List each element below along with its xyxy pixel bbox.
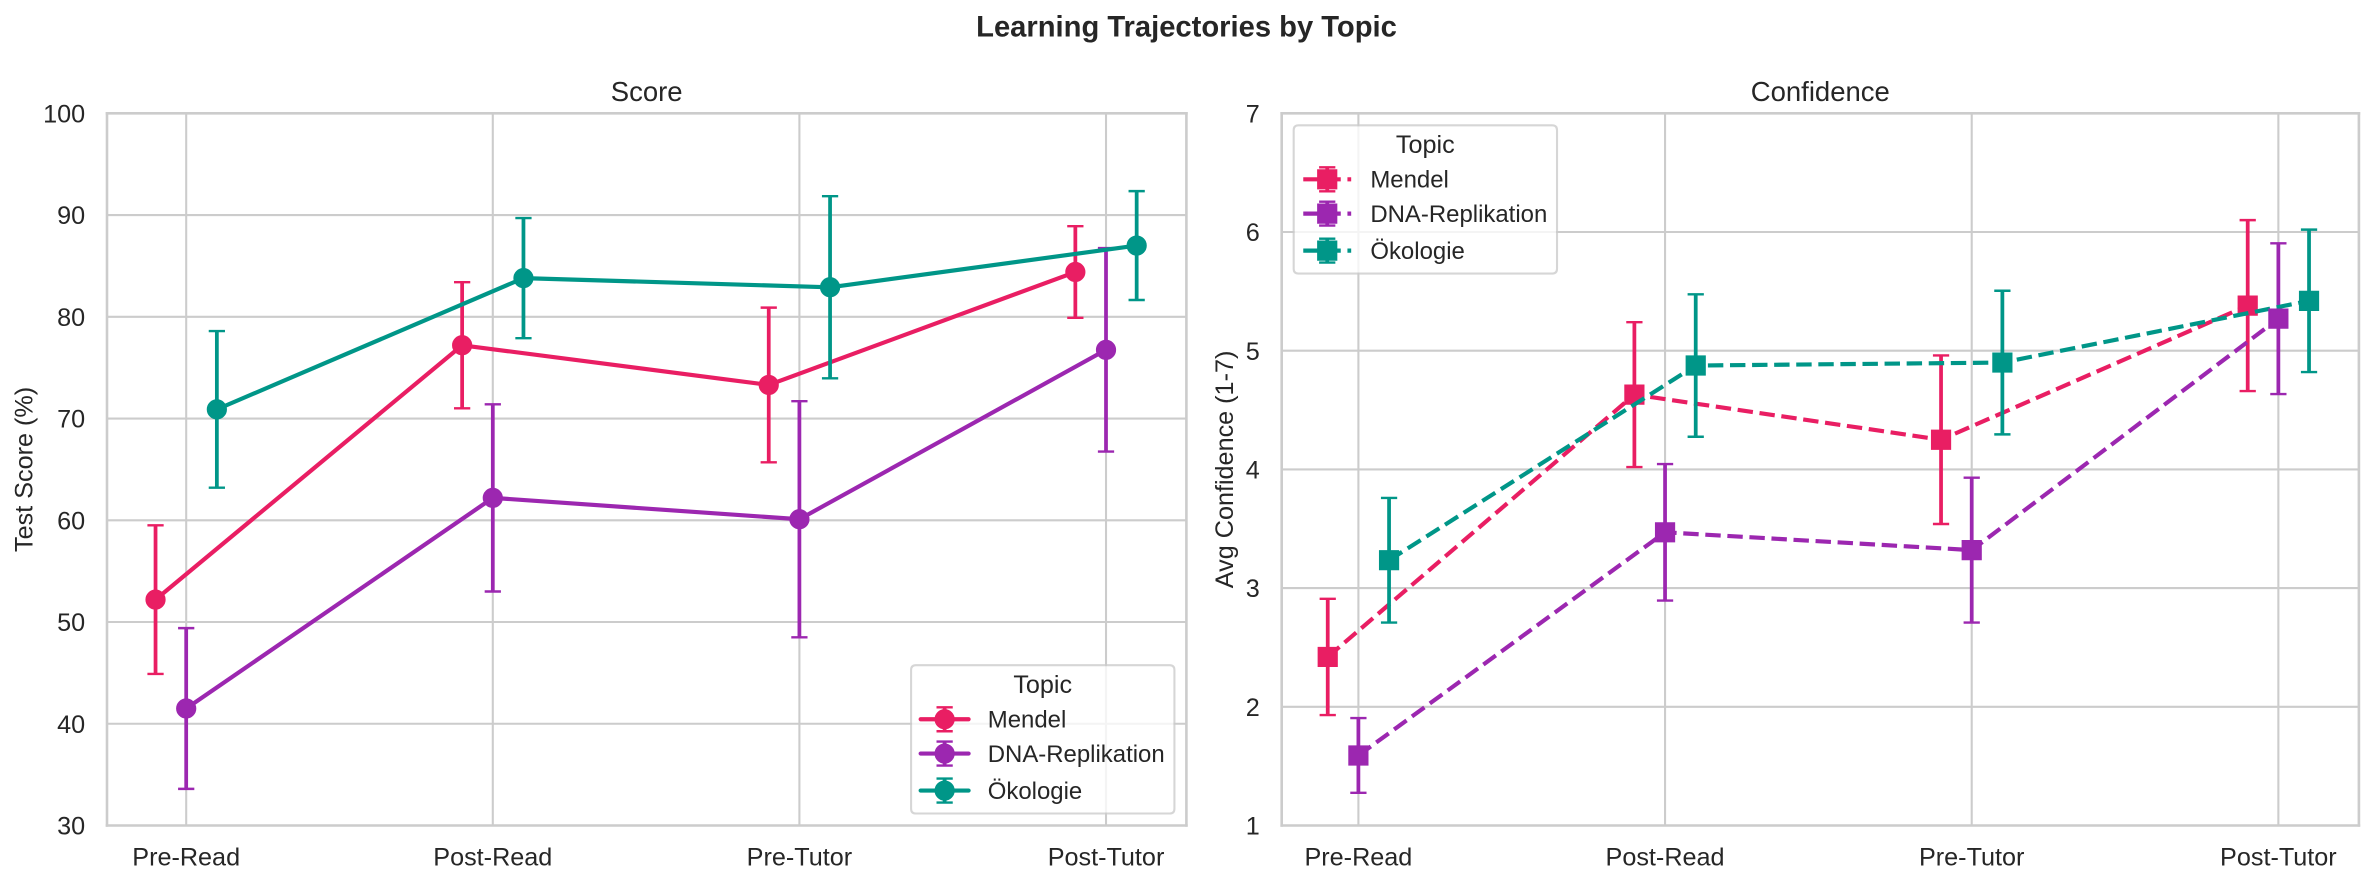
- svg-text:DNA-Replikation: DNA-Replikation: [988, 741, 1165, 768]
- svg-text:Confidence: Confidence: [1751, 76, 1890, 107]
- svg-text:Pre-Read: Pre-Read: [1304, 844, 1412, 872]
- svg-text:6: 6: [1246, 219, 1260, 247]
- svg-text:Post-Read: Post-Read: [1606, 844, 1725, 872]
- svg-text:1: 1: [1246, 813, 1260, 841]
- svg-text:DNA-Replikation: DNA-Replikation: [1370, 201, 1547, 228]
- svg-text:80: 80: [57, 304, 85, 332]
- svg-text:Pre-Read: Pre-Read: [132, 844, 240, 872]
- svg-text:Topic: Topic: [1396, 131, 1455, 159]
- svg-text:100: 100: [43, 100, 85, 128]
- svg-text:Ökologie: Ökologie: [988, 778, 1082, 805]
- svg-text:Pre-Tutor: Pre-Tutor: [1919, 844, 2024, 872]
- svg-text:4: 4: [1246, 457, 1260, 485]
- svg-text:40: 40: [57, 711, 85, 739]
- svg-text:Mendel: Mendel: [1370, 167, 1449, 194]
- svg-text:Topic: Topic: [1013, 671, 1072, 699]
- svg-text:Score: Score: [611, 76, 683, 107]
- svg-text:Pre-Tutor: Pre-Tutor: [747, 844, 852, 872]
- svg-text:2: 2: [1246, 694, 1260, 722]
- svg-text:Post-Tutor: Post-Tutor: [2220, 844, 2337, 872]
- svg-text:Mendel: Mendel: [988, 707, 1067, 734]
- svg-text:Avg Confidence (1-7): Avg Confidence (1-7): [1211, 351, 1239, 589]
- svg-text:Ökologie: Ökologie: [1370, 238, 1464, 265]
- svg-text:60: 60: [57, 507, 85, 535]
- svg-text:70: 70: [57, 406, 85, 434]
- svg-text:Post-Tutor: Post-Tutor: [1048, 844, 1165, 872]
- svg-text:30: 30: [57, 813, 85, 841]
- svg-text:3: 3: [1246, 575, 1260, 603]
- svg-text:7: 7: [1246, 100, 1260, 128]
- svg-text:5: 5: [1246, 338, 1260, 366]
- svg-text:Learning Trajectories by Topic: Learning Trajectories by Topic: [976, 12, 1397, 44]
- svg-text:50: 50: [57, 609, 85, 637]
- svg-text:Test Score (%): Test Score (%): [10, 387, 38, 552]
- svg-text:Post-Read: Post-Read: [433, 844, 552, 872]
- svg-text:90: 90: [57, 202, 85, 230]
